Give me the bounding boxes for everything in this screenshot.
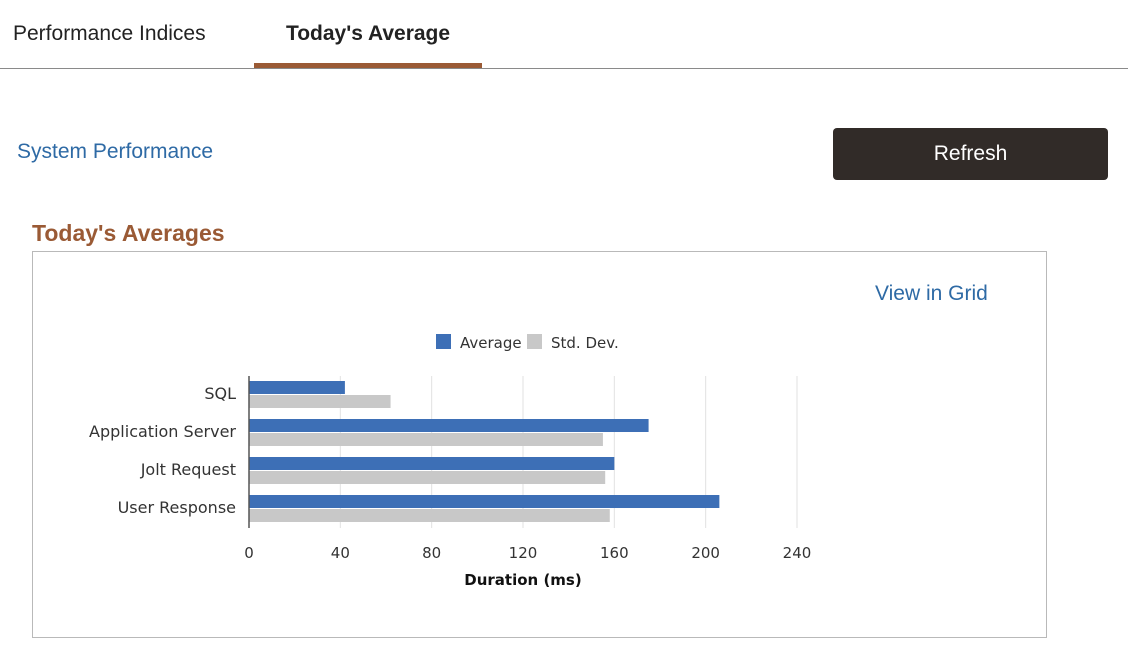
bar-average (249, 419, 649, 432)
category-label: SQL (204, 384, 236, 403)
category-label: Jolt Request (140, 460, 236, 479)
bar-stddev (249, 395, 391, 408)
chart-container (32, 251, 1047, 638)
x-axis-title: Duration (ms) (464, 571, 581, 589)
bar-stddev (249, 509, 610, 522)
x-tick-label: 160 (600, 544, 629, 562)
x-tick-label: 200 (691, 544, 720, 562)
x-tick-label: 120 (509, 544, 538, 562)
system-performance-link[interactable]: System Performance (17, 140, 214, 163)
bar-average (249, 495, 720, 508)
view-in-grid-link[interactable]: View in Grid (875, 282, 988, 305)
bar-average (249, 381, 345, 394)
category-label: Application Server (89, 422, 236, 441)
legend-swatch (436, 334, 451, 349)
legend-label: Std. Dev. (551, 334, 619, 352)
x-tick-label: 40 (331, 544, 350, 562)
section-title: Today's Averages (32, 220, 225, 246)
bar-average (249, 457, 615, 470)
legend-swatch (527, 334, 542, 349)
bar-stddev (249, 471, 606, 484)
tab-todays-average[interactable]: Today's Average (254, 0, 482, 68)
category-label: User Response (118, 498, 236, 517)
legend-label: Average (460, 334, 522, 352)
refresh-button[interactable]: Refresh (833, 128, 1108, 180)
bar-stddev (249, 433, 603, 446)
x-tick-label: 240 (783, 544, 812, 562)
x-tick-label: 80 (422, 544, 441, 562)
x-tick-label: 0 (244, 544, 254, 562)
tab-performance-indices[interactable]: Performance Indices (13, 22, 206, 45)
tab-bar: Performance Indices Today's Average (0, 0, 1128, 69)
